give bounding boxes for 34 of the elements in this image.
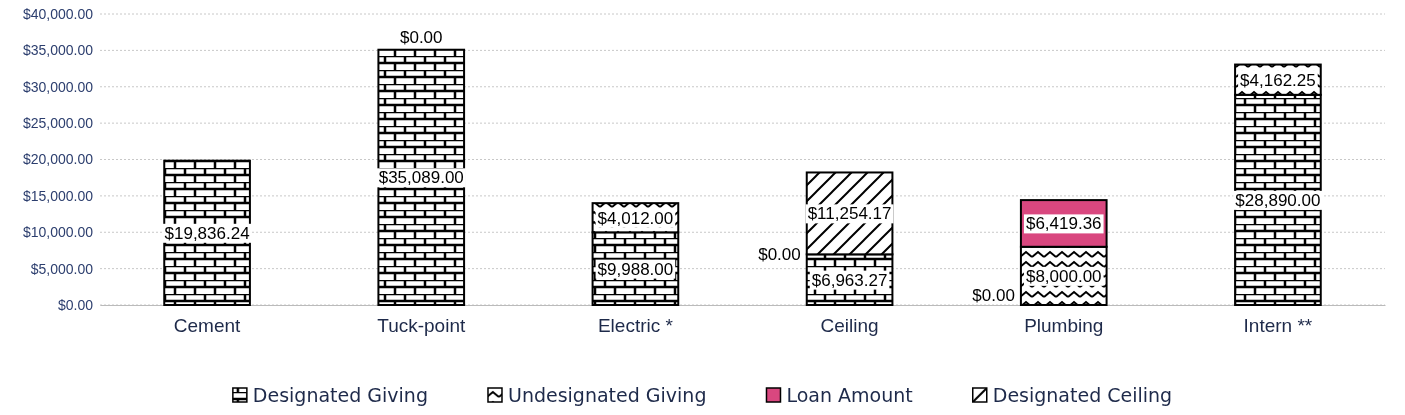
y-tick-label: $0.00	[57, 296, 94, 313]
legend-label: Designated Ceiling	[992, 383, 1173, 406]
x-tick-label: Electric *	[597, 315, 674, 336]
y-tick-label: $20,000.00	[22, 151, 94, 168]
data-label: $28,890.00	[1235, 190, 1321, 210]
bar	[163, 159, 251, 306]
legend-label: Loan Amount	[786, 383, 913, 406]
y-tick-label: $35,000.00	[22, 42, 94, 59]
y-tick-label: $15,000.00	[22, 187, 94, 204]
y-tick-label: $40,000.00	[22, 5, 94, 22]
y-tick-label: $30,000.00	[22, 78, 94, 95]
y-tick-label: $10,000.00	[22, 224, 94, 241]
x-tick-label: Plumbing	[1024, 315, 1104, 336]
data-label: $35,089.00	[378, 168, 464, 188]
data-label: $19,836.24	[164, 223, 250, 243]
y-tick-label: $5,000.00	[30, 260, 94, 277]
x-tick-label: Tuck-point	[377, 315, 466, 336]
x-tick-label: Cement	[173, 315, 242, 336]
data-label: $6,963.27	[811, 270, 888, 290]
data-label: $6,419.36	[1025, 214, 1102, 234]
legend-label: Designated Giving	[252, 383, 428, 406]
data-label: $9,988.00	[597, 259, 674, 279]
y-tick-label: $25,000.00	[22, 115, 94, 132]
data-label: $4,162.25	[1240, 70, 1316, 90]
x-tick-label: Intern **	[1243, 315, 1313, 336]
data-label: $0.00	[399, 27, 443, 47]
annotation: $0.00	[758, 245, 801, 265]
data-label: $11,254.17	[807, 204, 892, 224]
data-label: $8,000.00	[1025, 266, 1102, 286]
data-label: $4,012.00	[597, 208, 674, 228]
legend-label: Undesignated Giving	[507, 383, 707, 406]
x-tick-label: Ceiling	[820, 315, 879, 336]
bar	[377, 48, 466, 306]
annotation: $0.00	[972, 285, 1015, 305]
